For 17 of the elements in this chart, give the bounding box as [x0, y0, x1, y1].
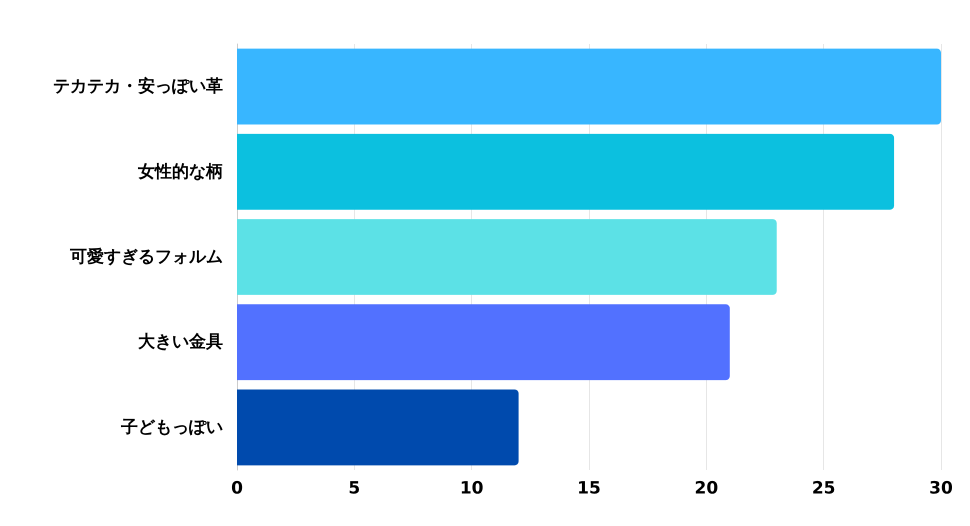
x-tick-label: 20: [694, 478, 718, 498]
bar: [237, 219, 777, 295]
y-tick-label: テカテカ・安っぽい革: [53, 76, 223, 97]
x-tick-label: 5: [348, 478, 360, 498]
x-tick-label: 30: [929, 478, 953, 498]
y-tick-label: 大きい金具: [138, 332, 223, 352]
y-tick-label: 可愛すぎるフォルム: [69, 247, 223, 267]
bar: [237, 304, 730, 380]
bar: [237, 389, 519, 466]
x-tick-label: 0: [231, 478, 244, 498]
x-tick-label: 25: [812, 478, 836, 498]
bar: [237, 134, 894, 210]
y-tick-label: 女性的な柄: [137, 162, 223, 182]
bar: [237, 48, 941, 125]
x-tick-label: 15: [577, 478, 601, 498]
y-tick-label: 子どもっぽい: [120, 417, 223, 438]
x-tick-label: 10: [460, 478, 484, 498]
